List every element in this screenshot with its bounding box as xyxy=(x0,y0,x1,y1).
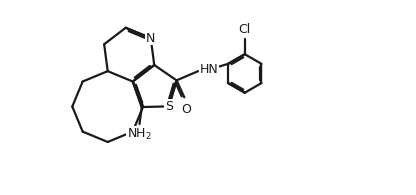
Text: O: O xyxy=(181,103,191,116)
Text: Cl: Cl xyxy=(239,23,251,36)
Text: HN: HN xyxy=(200,63,218,76)
Text: NH$_2$: NH$_2$ xyxy=(127,127,152,142)
Text: N: N xyxy=(146,32,156,45)
Text: S: S xyxy=(165,100,173,113)
